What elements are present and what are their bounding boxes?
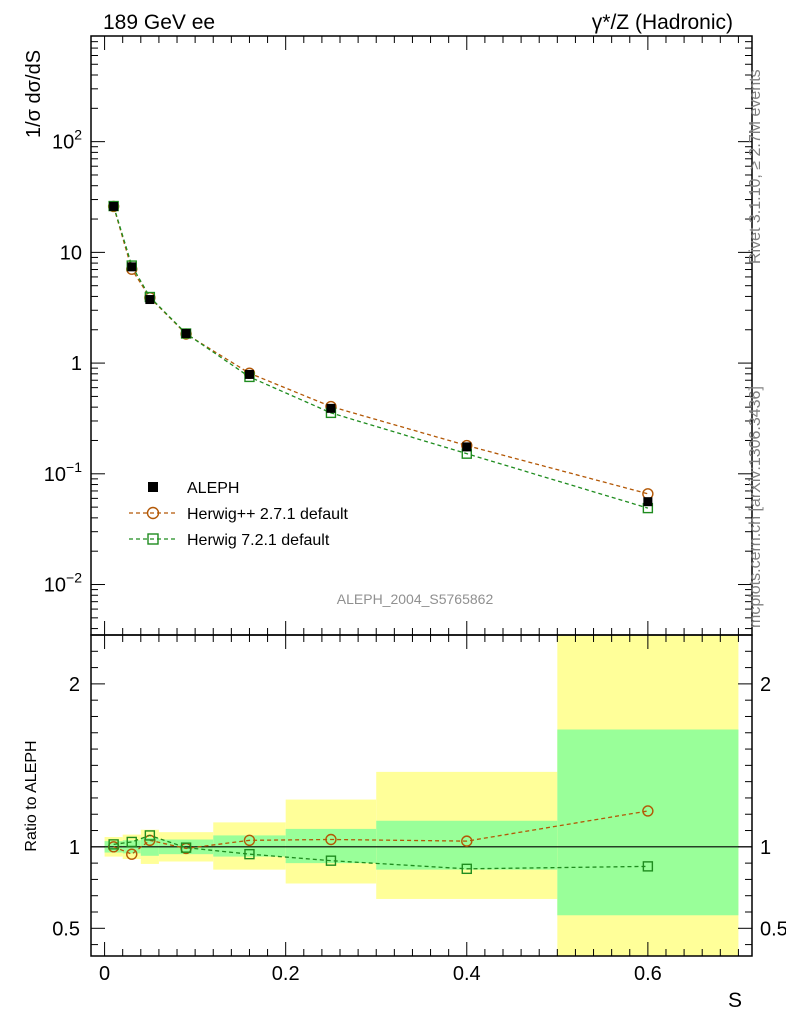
ratio-point-series-1-2: [144, 830, 156, 841]
ratio-ytick-label-left-1: 1: [69, 837, 80, 859]
main-series-group: [107, 200, 654, 514]
ratio-ytick-label-left-0: 0.5: [52, 918, 80, 940]
header-left-label: 189 GeV ee: [103, 11, 215, 34]
main-point-series-0-5: [326, 403, 336, 413]
ratio-point-series-1-5: [325, 855, 337, 866]
main-point-series-0-2: [145, 295, 155, 305]
ratio-point-series-0-4: [243, 834, 256, 847]
main-point-series-0-1: [127, 262, 137, 272]
ratio-point-series-0-6: [461, 835, 473, 847]
rivet-version-label: Rivet 3.1.10, ≥ 2.7M events: [747, 69, 764, 264]
ratio-y-axis-label: Ratio to ALEPH: [23, 740, 40, 851]
xtick-label-2: 0.4: [453, 963, 481, 985]
main-line-series-2: [113, 205, 649, 509]
ratio-point-series-1-1: [126, 836, 137, 848]
ratio-frame: [90, 634, 753, 957]
legend-marker-1: [146, 506, 160, 520]
mcplots-label: mcplots.cern.ch [arXiv:1306.3436]: [747, 386, 764, 628]
ratio-series-group: [107, 805, 654, 875]
legend-marker-0: [148, 482, 158, 492]
legend-label-0: ALEPH: [187, 480, 239, 497]
main-point-series-0-4: [244, 369, 254, 379]
header-right-label: γ*/Z (Hadronic): [592, 11, 733, 34]
ratio-point-series-1-4: [244, 848, 255, 860]
ratio-stat-band-4: [213, 835, 286, 857]
main-ytick-label-2: 1: [71, 353, 82, 375]
legend: ALEPH Herwig++ 2.7.1 default Herwig 7.2.1 …: [129, 480, 349, 549]
ratio-point-series-1-7: [642, 861, 654, 872]
ratio-point-series-0-7: [642, 805, 654, 817]
main-point-series-0-0: [109, 201, 119, 211]
legend-label-2: Herwig 7.2.1 default: [187, 532, 330, 549]
legend-marker-2: [147, 533, 159, 545]
main-ytick-label-0: 10−2: [44, 570, 82, 597]
ratio-axes: 0.5 0.5 1 1 2 2 0 0.2 0.4 0.6: [52, 634, 786, 985]
main-ytick-label-4: 102: [52, 127, 82, 154]
ratio-stat-band-6: [376, 820, 558, 870]
ratio-ytick-label-right-2: 2: [760, 674, 771, 696]
ratio-point-series-1-0: [108, 839, 119, 850]
xtick-label-0: 0: [99, 963, 110, 985]
ratio-line-series-1: [113, 834, 648, 870]
ratio-stat-band-7: [557, 729, 739, 916]
xtick-label-3: 0.6: [634, 963, 662, 985]
ratio-ytick-label-right-1: 1: [760, 837, 771, 859]
main-line-series-1: [113, 206, 649, 495]
ratio-ytick-label-left-2: 2: [69, 674, 80, 696]
x-axis-label: S: [728, 989, 742, 1012]
main-ytick-label-1: 10−1: [44, 459, 82, 486]
ratio-line-series-0: [113, 810, 648, 855]
main-ytick-label-3: 10: [60, 242, 82, 264]
main-y-axis-label: 1/σ dσ/dS: [23, 50, 45, 138]
main-axes: 10−2 10−1 1 10 102: [44, 35, 752, 635]
main-point-series-0-6: [462, 442, 472, 452]
main-point-series-0-7: [643, 497, 653, 507]
ratio-bands: [104, 635, 739, 956]
ratio-point-series-1-6: [461, 863, 472, 875]
ratio-point-series-1-3: [180, 842, 192, 853]
analysis-id-label: ALEPH_2004_S5765862: [337, 591, 494, 607]
xtick-label-1: 0.2: [272, 963, 300, 985]
main-point-series-0-3: [181, 329, 191, 339]
ratio-point-series-0-1: [126, 848, 138, 860]
ratio-point-series-0-5: [325, 833, 337, 846]
ratio-ytick-label-right-0: 0.5: [760, 918, 786, 940]
legend-label-1: Herwig++ 2.7.1 default: [187, 506, 349, 523]
